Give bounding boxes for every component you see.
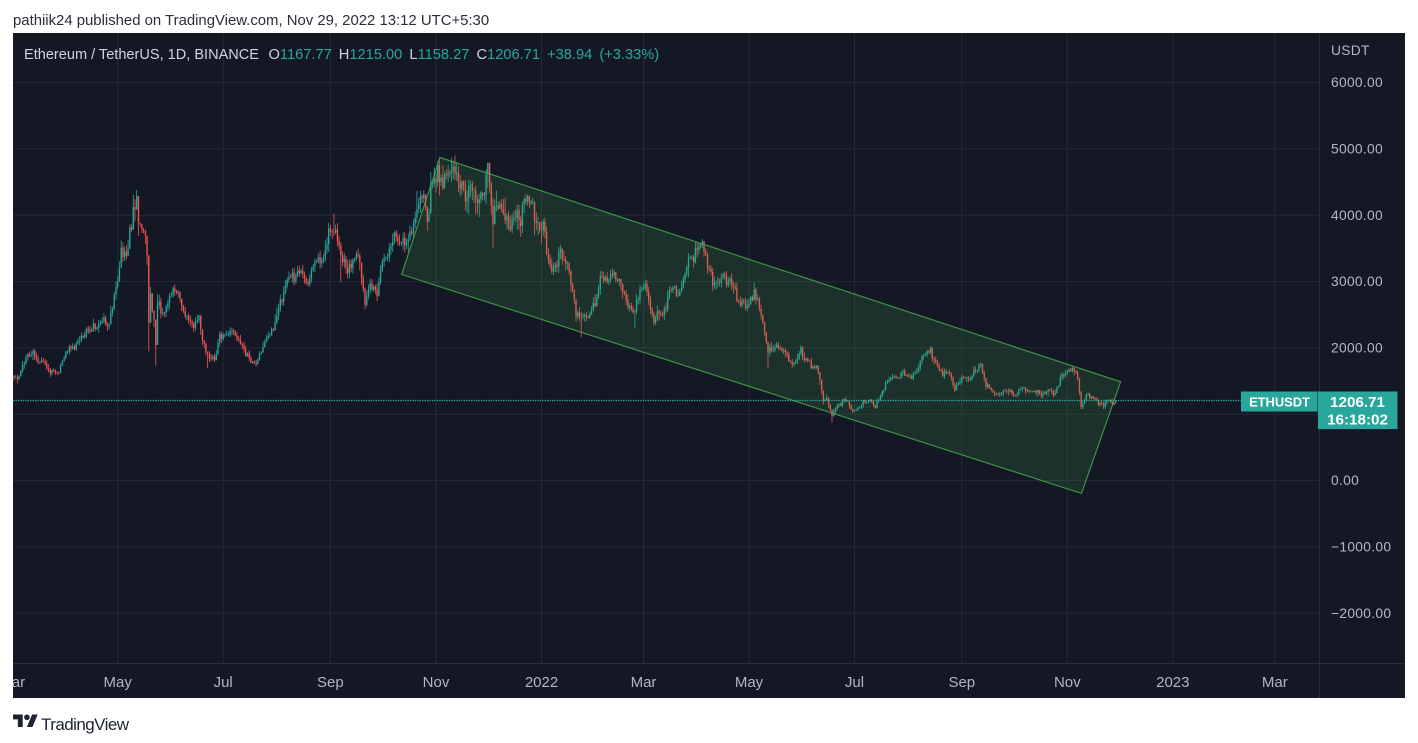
svg-text:16:18:02: 16:18:02 xyxy=(1327,412,1388,429)
svg-text:pathiik24 published on Trading: pathiik24 published on TradingView.com, … xyxy=(13,13,489,29)
svg-text:−1000.00: −1000.00 xyxy=(1331,540,1391,555)
svg-text:May: May xyxy=(735,674,764,691)
svg-text:1206.71: 1206.71 xyxy=(1330,394,1385,411)
svg-text:−2000.00: −2000.00 xyxy=(1331,606,1391,621)
svg-text:O1167.77 H1215.00 L1158.27 C12: O1167.77 H1215.00 L1158.27 C1206.71 +38.… xyxy=(269,47,660,63)
svg-text:TradingView: TradingView xyxy=(41,715,130,734)
svg-text:Sep: Sep xyxy=(317,674,344,691)
svg-text:Jul: Jul xyxy=(214,674,233,691)
svg-text:3000.00: 3000.00 xyxy=(1331,274,1383,289)
svg-text:Sep: Sep xyxy=(948,674,975,691)
svg-text:2023: 2023 xyxy=(1156,674,1189,691)
svg-text:May: May xyxy=(104,674,133,691)
svg-text:Mar: Mar xyxy=(1262,674,1288,691)
svg-text:Nov: Nov xyxy=(1054,674,1081,691)
svg-text:5000.00: 5000.00 xyxy=(1331,141,1383,156)
svg-text:Mar: Mar xyxy=(631,674,657,691)
svg-text:6000.00: 6000.00 xyxy=(1331,75,1383,90)
svg-text:ETHUSDT: ETHUSDT xyxy=(1249,394,1310,409)
svg-text:2022: 2022 xyxy=(525,674,558,691)
svg-text:4000.00: 4000.00 xyxy=(1331,208,1383,223)
svg-text:USDT: USDT xyxy=(1331,43,1370,58)
svg-text:Nov: Nov xyxy=(423,674,450,691)
svg-text:Ethereum / TetherUS, 1D, BINAN: Ethereum / TetherUS, 1D, BINANCE xyxy=(24,47,259,63)
svg-text:Jul: Jul xyxy=(845,674,864,691)
svg-text:2000.00: 2000.00 xyxy=(1331,341,1383,356)
svg-text:0.00: 0.00 xyxy=(1331,473,1359,488)
